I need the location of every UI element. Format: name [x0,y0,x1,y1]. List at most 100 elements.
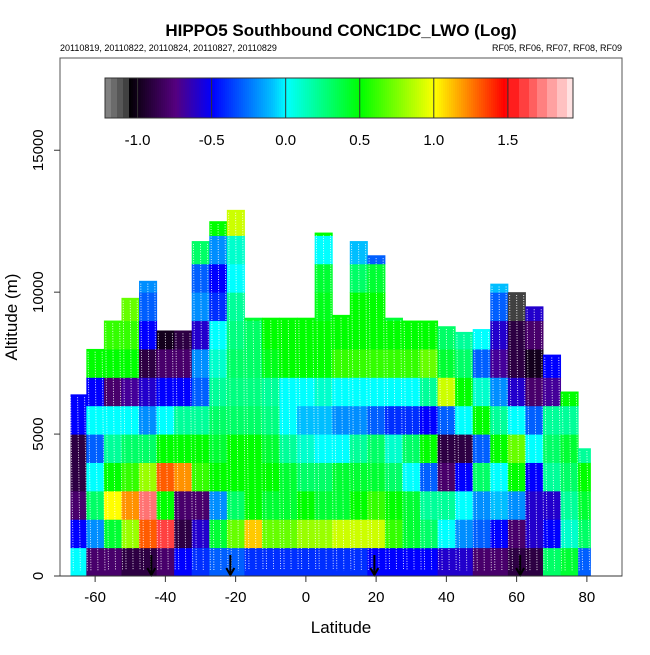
colorbar-segment [233,78,236,118]
colorbar-segment [443,78,446,118]
heatmap-cell [402,547,421,577]
colorbar-segment [293,78,296,118]
colorbar-segment [551,78,554,118]
heatmap-cell [261,434,281,463]
colorbar-segment [463,78,466,118]
heatmap-cell [472,462,491,492]
colorbar-segment [143,78,146,118]
heatmap-cell [437,547,456,577]
colorbar-segment [109,78,112,118]
colorbar-segment [195,78,198,118]
colorbar-segment [455,78,458,118]
heatmap-cell [420,348,439,378]
heatmap-cell [209,462,228,492]
marker-arrow-head [146,567,157,578]
heatmap-cell [174,405,193,435]
colorbar-segment [241,78,244,118]
heatmap-cell [332,377,351,407]
marker-arrow-head [515,567,526,578]
heatmap-cell [209,490,228,520]
colorbar-segment [329,78,332,118]
colorbar-segment [159,78,162,118]
colorbar-segment [511,78,514,118]
heatmap-cell [507,547,526,577]
colorbar-segment [403,78,406,118]
colorbar-segment [131,78,134,118]
heatmap-cell [455,348,474,378]
colorbar-segment [547,78,550,118]
heatmap-cell [191,462,210,492]
flight-track [263,320,268,571]
heatmap-cell [402,348,421,378]
flight-track [333,317,338,571]
colorbar-segment [417,78,420,118]
colorbar-segment [513,78,516,118]
heatmap-cell [297,405,316,435]
colorbar-segment [273,78,276,118]
heatmap-cell [542,377,562,407]
colorbar-segment [257,78,260,118]
heatmap-cell [472,434,491,463]
flight-track [400,320,405,571]
colorbar-segment [467,78,470,118]
colorbar-segment [535,78,538,118]
heatmap-cell [314,320,333,350]
colorbar-segment [191,78,194,118]
flight-track [157,333,162,571]
flight-track [393,320,397,571]
heatmap-cell [209,405,228,435]
flight-track [252,320,257,571]
heatmap-cell [402,377,421,407]
colorbar-segment [299,78,302,118]
colorbar-segment [397,78,400,118]
x-tick-label: -20 [225,589,247,606]
flight-track [112,323,116,571]
colorbar-segment [453,78,456,118]
heatmap-cell [420,377,439,407]
heatmap-cell [191,405,210,435]
heatmap-cell [578,547,591,577]
heatmap-cell [244,519,263,549]
colorbar-segment [261,78,264,118]
colorbar-segment [215,78,218,118]
colorbar-segment [347,78,350,118]
heatmap-cell [261,519,281,549]
heatmap-cell [191,320,210,350]
colorbar-segment [201,78,204,118]
heatmap-cell [103,462,122,492]
colorbar-segment [301,78,304,118]
colorbar-segment [267,78,270,118]
heatmap-cell [402,320,421,350]
heatmap-cell [121,405,140,435]
heatmap-cell [384,547,403,577]
colorbar-segment [309,78,312,118]
colorbar-segment [327,78,330,118]
flight-track [417,323,422,571]
heatmap-cell [139,434,158,463]
heatmap-cell [560,391,579,407]
heatmap-cell [455,434,474,463]
colorbar-segment [567,78,570,118]
colorbar-segment [393,78,396,118]
colorbar-segment [539,78,542,118]
colorbar-segment [307,78,310,118]
colorbar-segment [319,78,322,118]
colorbar-segment [129,78,132,118]
colorbar-segment [207,78,210,118]
flight-track [105,323,109,571]
x-tick-label: -60 [84,589,106,606]
heatmap-cell [367,255,386,265]
heatmap-cell [437,405,456,435]
heatmap-cell [156,490,175,520]
heatmap-cell [525,377,544,407]
colorbar-segment [167,78,170,118]
colorbar-segment [337,78,340,118]
marker-arrow-head [225,567,236,578]
flight-track [452,329,457,571]
colorbar-segment [303,78,306,118]
heatmap-cell [367,292,386,322]
colorbar-segment [133,78,136,118]
heatmap-cell [86,348,105,378]
heatmap-cell [437,490,456,520]
heatmap-cell [139,462,158,492]
